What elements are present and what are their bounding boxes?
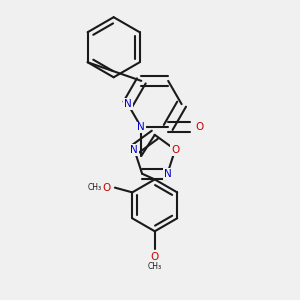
Text: N: N [124, 99, 132, 109]
Text: O: O [102, 183, 110, 193]
Text: N: N [164, 169, 171, 179]
Text: N: N [137, 122, 145, 132]
Text: O: O [195, 122, 203, 132]
Text: CH₃: CH₃ [87, 183, 101, 192]
Text: CH₃: CH₃ [148, 262, 162, 271]
Text: N: N [130, 145, 138, 155]
Text: O: O [151, 252, 159, 262]
Text: O: O [171, 145, 179, 155]
